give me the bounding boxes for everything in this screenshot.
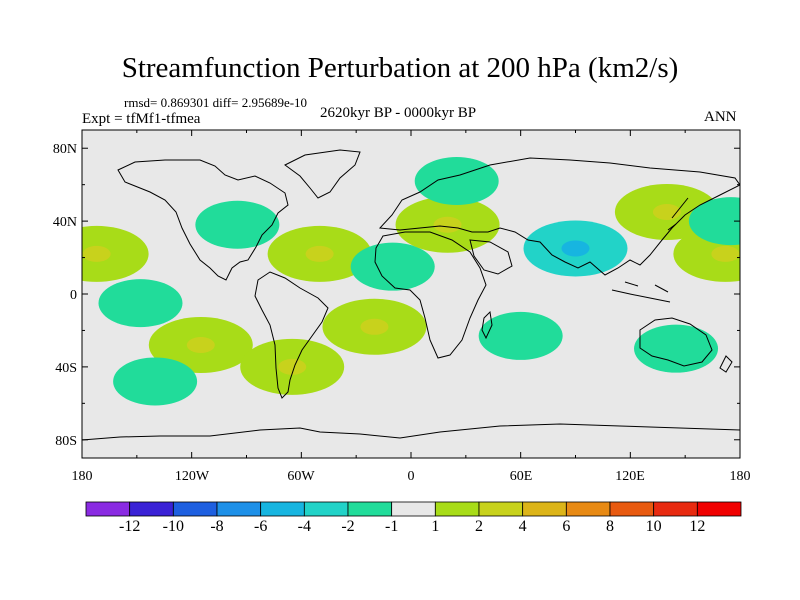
- plot-title: Streamfunction Perturbation at 200 hPa (…: [121, 52, 679, 84]
- anomaly-region: [98, 279, 183, 328]
- coastline-new-zealand: [719, 355, 733, 373]
- colorbar-label: -6: [253, 518, 268, 535]
- anomaly-region: [113, 357, 198, 406]
- anomaly-region: [634, 324, 719, 373]
- anomaly-core: [360, 318, 389, 335]
- lon-label: 60W: [287, 469, 315, 484]
- colorbar-label: -8: [210, 518, 224, 535]
- anomaly-core: [186, 337, 215, 354]
- lon-label: 0: [407, 469, 415, 484]
- coastline-north-america: [117, 159, 289, 281]
- coastline-japan: [667, 197, 689, 231]
- colorbar-label: 8: [606, 518, 614, 535]
- anomaly-region: [478, 311, 563, 360]
- coastlines: [82, 149, 740, 441]
- axis-ticks: [81, 130, 741, 458]
- map-background: [82, 130, 740, 458]
- coastline-antarctica: [82, 423, 740, 441]
- coastline-arabia: [469, 239, 513, 275]
- anomaly-region: [82, 225, 149, 282]
- coastline-australia: [639, 317, 713, 367]
- anomaly-core: [711, 245, 740, 262]
- lon-label: 180: [71, 469, 93, 484]
- anomaly-region: [195, 200, 280, 249]
- coastline-africa: [374, 231, 487, 359]
- lon-label: 120E: [615, 469, 645, 484]
- colorbar-label: -10: [162, 518, 184, 535]
- lon-label: 60E: [509, 469, 533, 484]
- colorbar-label: 6: [562, 518, 571, 535]
- lat-label: 40S: [55, 361, 77, 376]
- colorbar-label: 4: [518, 518, 527, 535]
- experiment-label: Expt = tfMf1-tfmea: [82, 111, 201, 127]
- colorbar-label: 1: [431, 518, 440, 535]
- colorbar-label: 12: [689, 518, 706, 535]
- colorbar-label: -2: [341, 518, 355, 535]
- anomaly-core: [278, 358, 307, 375]
- stats-text: rmsd= 0.869301 diff= 2.95689e-10: [124, 95, 308, 110]
- lat-label: 40N: [52, 215, 77, 230]
- lat-label: 80N: [52, 142, 77, 157]
- coastline-greenland: [284, 149, 361, 199]
- anomaly-region: [414, 157, 499, 206]
- anomaly-region: [350, 242, 435, 291]
- lat-label: 0: [70, 288, 77, 303]
- colorbar-label: -4: [297, 518, 311, 535]
- colorbar-label: -12: [118, 518, 141, 535]
- lat-label: 80S: [55, 434, 77, 449]
- period-label: 2620kyr BP - 0000kyr BP: [320, 105, 477, 121]
- lon-label: 120W: [174, 469, 210, 484]
- coastline-indonesia: [611, 281, 671, 303]
- anomaly-core: [561, 240, 590, 257]
- anomaly-layer: [82, 157, 740, 406]
- season-label: ANN: [704, 109, 737, 125]
- colorbar-label: 10: [645, 518, 662, 535]
- anomaly-core: [433, 216, 462, 233]
- lon-label: 180: [729, 469, 751, 484]
- anomaly-core: [305, 245, 334, 262]
- colorbar-label: -1: [384, 518, 399, 535]
- colorbar-label: 2: [475, 518, 483, 535]
- coastline-madagascar: [481, 310, 493, 340]
- coastline-eurasia: [378, 157, 740, 276]
- coastline-south-america: [254, 271, 329, 399]
- anomaly-region: [688, 197, 740, 246]
- anomaly-core: [82, 245, 111, 262]
